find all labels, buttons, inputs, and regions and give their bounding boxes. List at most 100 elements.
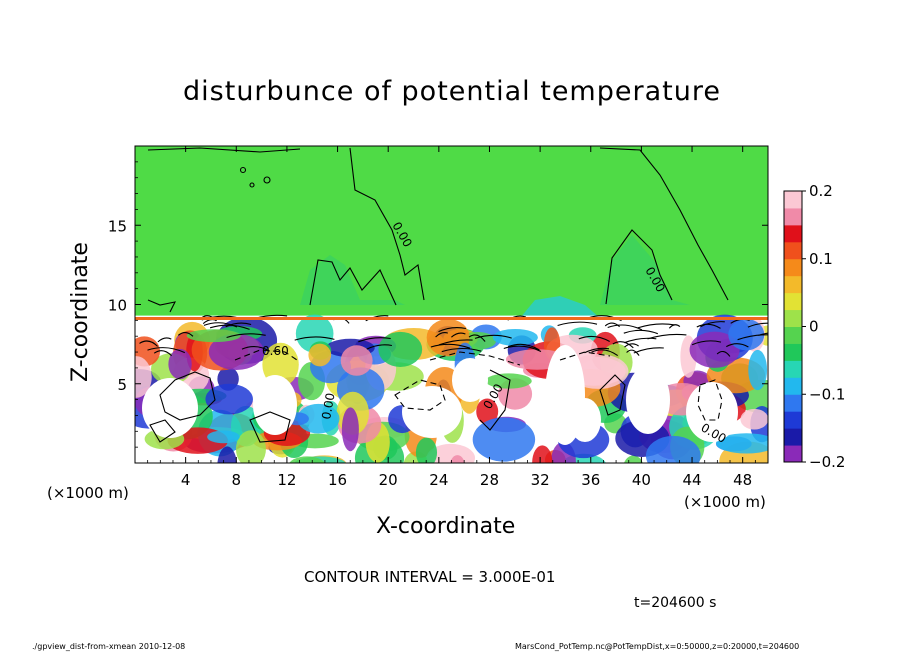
boundary-contour [474, 334, 512, 339]
boundary-contour [623, 329, 658, 335]
convective-layer [135, 314, 768, 463]
y-tick-label: 10 [108, 297, 127, 315]
boundary-contour [591, 349, 619, 357]
colorbar-swatch [784, 224, 802, 243]
colorbar-tick-label: −0.1 [809, 385, 845, 403]
boundary-contour [503, 345, 542, 352]
colorbar-swatch [784, 275, 802, 294]
convective-blob [207, 430, 240, 444]
contour-labels: 0.000.000.000.600.000.00 [262, 220, 729, 446]
colorbar-swatch [784, 191, 802, 209]
colorbar-swatch [784, 377, 802, 395]
colorbar: 0.2 0.1 0 −0.1 −0.2 [783, 182, 845, 471]
convective-blob [740, 408, 768, 430]
convective-blob [297, 403, 340, 434]
x-unit-label-right: (×1000 m) [684, 493, 766, 511]
boundary-contour [438, 339, 473, 346]
colorbar-swatch [784, 309, 802, 327]
colorbar-swatch [784, 241, 802, 260]
x-tick-label: 4 [181, 471, 191, 489]
contour-interval-text: CONTOUR INTERVAL = 3.000E-01 [304, 568, 556, 586]
neutral-region [142, 378, 198, 438]
boundary-contour [691, 340, 722, 346]
colorbar-swatch [784, 394, 802, 412]
x-tick-label: 24 [429, 471, 448, 489]
chart-title: disturbunce of potential temperature [183, 76, 721, 107]
boundary-contour [696, 323, 721, 329]
x-tick-label: 8 [232, 471, 242, 489]
colorbar-swatch [784, 428, 802, 446]
colorbar-swatch [784, 360, 802, 378]
convective-blob [205, 383, 253, 415]
x-tick-label: 36 [581, 471, 600, 489]
boundary-contour [147, 347, 186, 354]
boundary-contour [294, 336, 335, 341]
colorbar-swatch [784, 258, 802, 277]
boundary-contour [451, 332, 466, 338]
boundary-contour [747, 322, 768, 328]
time-label: t=204600 s [634, 595, 717, 611]
convective-blob [748, 349, 768, 391]
boundary-contour [607, 324, 643, 331]
x-unit-label-left: (×1000 m) [47, 484, 129, 502]
boundary-band [135, 317, 768, 320]
colorbar-swatch [784, 411, 802, 429]
convective-blob [208, 333, 264, 370]
footer-right-text: MarsCond_PotTemp.nc@PotTempDist,x=0:5000… [515, 642, 800, 651]
boundary-contour [468, 334, 486, 342]
convective-blob [645, 435, 701, 463]
plot-area: 0.000.000.000.600.000.00 [135, 146, 768, 463]
colorbar-swatch [784, 326, 802, 344]
boundary-contour [358, 337, 391, 343]
convective-blob [472, 417, 536, 462]
x-tick-label: 40 [632, 471, 651, 489]
boundary-contour [637, 323, 675, 329]
convective-blob [449, 455, 465, 463]
y-tick-label: 15 [108, 217, 127, 235]
convective-blob [340, 345, 373, 376]
convective-blob [689, 331, 740, 368]
x-axis-label: X-coordinate [376, 514, 516, 539]
convective-blob [378, 331, 423, 367]
convective-blob [289, 456, 325, 463]
convective-blob [217, 446, 237, 463]
boundary-contour [557, 321, 598, 327]
colorbar-swatch [784, 207, 802, 226]
boundary-contour [508, 343, 540, 351]
boundary-contour [241, 346, 271, 352]
convective-blob [476, 398, 499, 425]
boundary-contour [430, 343, 471, 349]
boundary-contour [441, 347, 482, 353]
boundary-contour [726, 343, 749, 348]
colorbar-tick-label: 0.2 [809, 182, 833, 200]
boundary-contour [626, 349, 640, 356]
boundary-contour [225, 322, 252, 328]
boundary-contour [700, 321, 725, 328]
neutral-region [452, 358, 488, 402]
contour-label: 0.60 [262, 344, 289, 358]
y-axis-ticks: 5 10 15 [108, 161, 768, 448]
boundary-contour [157, 337, 172, 343]
contour-label: 0.00 [319, 392, 337, 421]
convective-blob [485, 373, 532, 389]
boundary-contour [153, 350, 172, 357]
boundary-contour [435, 332, 448, 338]
colorbar-swatch [784, 445, 802, 463]
convective-blob [135, 356, 152, 398]
boundary-contour [604, 322, 620, 328]
convective-blob [415, 437, 438, 463]
footer-left-text: ./gpview_dist-from-xmean 2010-12-08 [32, 642, 186, 651]
neutral-region [253, 375, 297, 435]
convective-blob [716, 433, 768, 454]
boundary-contour [624, 337, 657, 344]
boundary-contour [758, 332, 768, 336]
x-tick-label: 12 [277, 471, 296, 489]
neutral-region [402, 386, 462, 438]
x-tick-label: 32 [531, 471, 550, 489]
boundary-contour [584, 347, 610, 354]
boundary-contour [366, 344, 393, 350]
boundary-contour [668, 324, 681, 329]
convective-blob [728, 318, 765, 351]
colorbar-swatch [784, 292, 802, 311]
